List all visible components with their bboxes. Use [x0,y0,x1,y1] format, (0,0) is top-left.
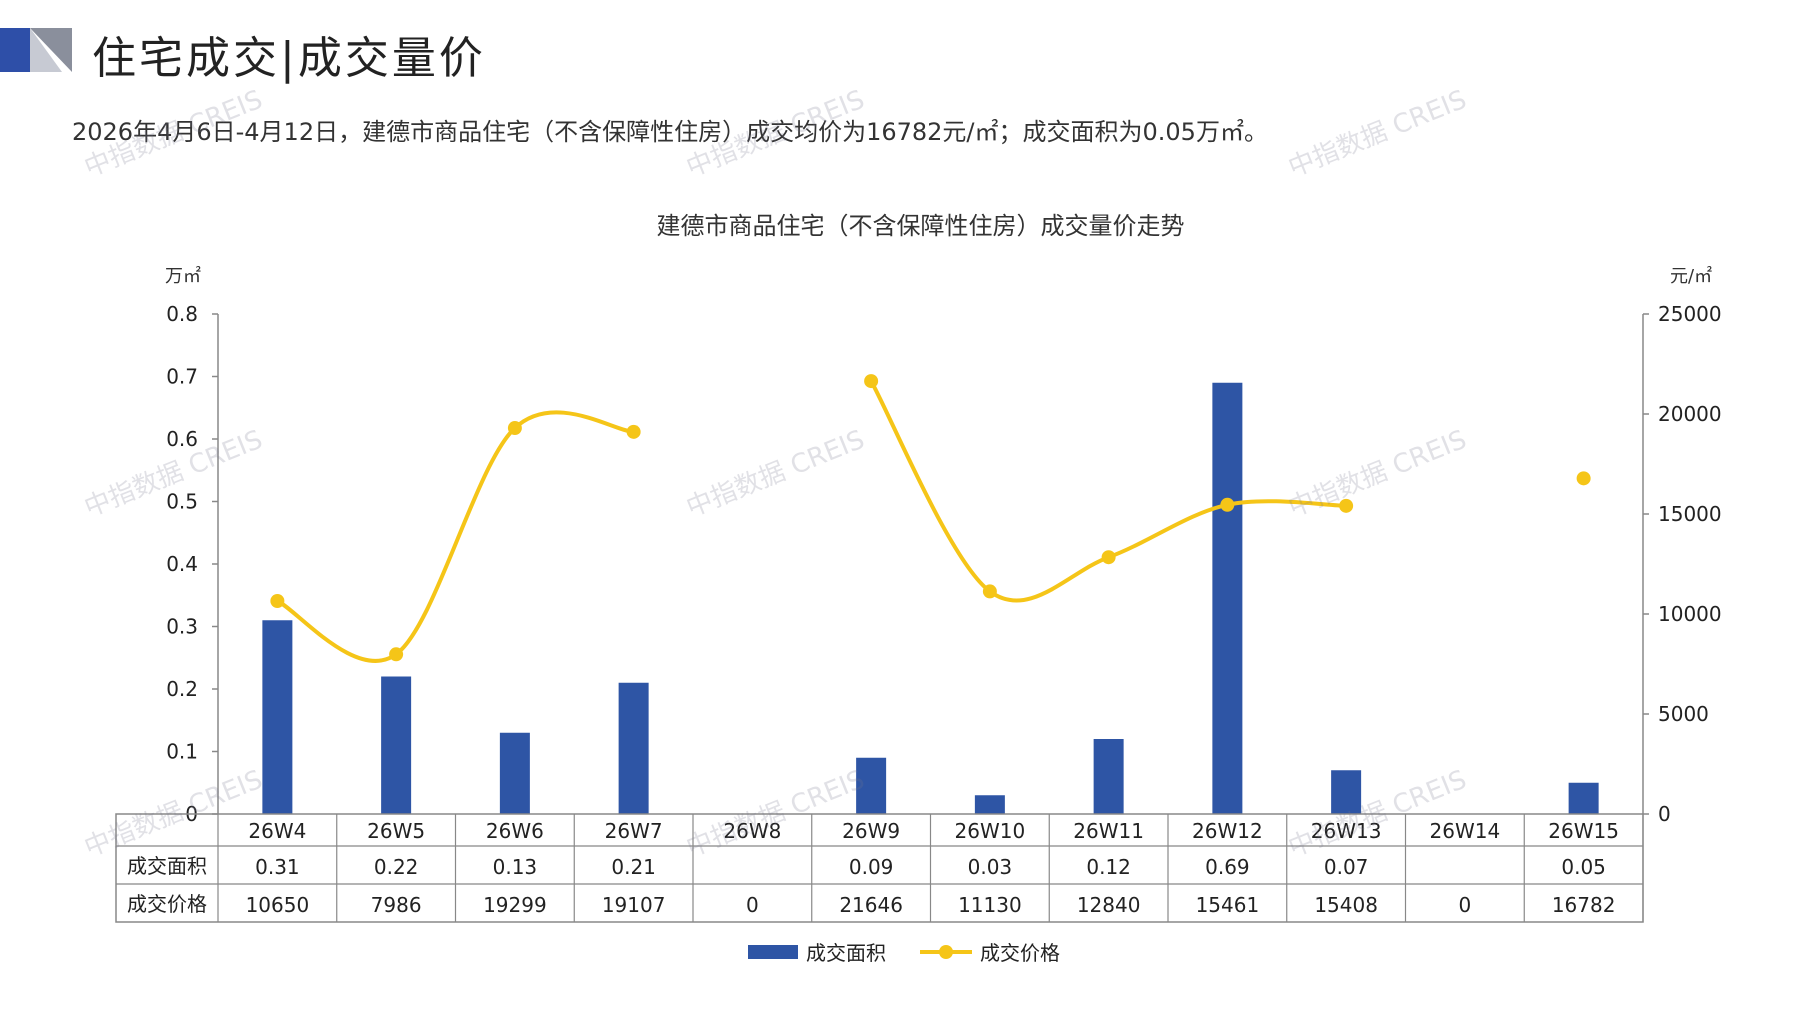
area-value-label: 0.21 [611,855,656,879]
price-point-26W15 [1576,471,1591,486]
price-value-label: 15408 [1314,893,1378,917]
price-point-26W10 [982,584,997,599]
bar-26W9 [856,757,887,814]
y-right-tick-label: 15000 [1658,502,1722,526]
summary-text: 2026年4月6日-4月12日，建德市商品住宅（不含保障性住房）成交均价为167… [72,118,1268,146]
bar-26W11 [1093,739,1124,814]
y-right-tick-label: 0 [1658,802,1671,826]
x-tick-label: 26W4 [248,819,306,843]
y-left-tick-label: 0.3 [166,615,198,639]
area-value-label: 0.69 [1205,855,1250,879]
page-title: 住宅成交|成交量价 [92,33,486,84]
bar-26W15 [1568,782,1599,814]
price-point-26W5 [389,647,404,662]
y-left-tick-label: 0.8 [166,302,198,326]
price-point-26W4 [270,594,285,608]
area-value-label: 0.13 [493,855,538,879]
price-point-26W13 [1339,498,1354,513]
area-value-label: 0.05 [1561,855,1606,879]
y-left-tick-label: 0.7 [166,365,198,389]
legend-label-price: 成交价格 [980,941,1060,965]
legend-label-area: 成交面积 [806,941,886,965]
bar-26W4 [262,620,293,814]
y-right-tick-label: 25000 [1658,302,1722,326]
bar-26W5 [381,676,412,814]
price-point-26W12 [1220,497,1235,512]
y-left-tick-label: 0.2 [166,677,198,701]
y-left-unit: 万㎡ [165,265,201,287]
row-header-area: 成交面积 [127,854,207,878]
y-right-tick-label: 5000 [1658,702,1709,726]
area-value-label: 0.12 [1086,855,1131,879]
price-line [276,410,634,663]
bar-26W13 [1331,770,1362,814]
x-tick-label: 26W13 [1311,819,1382,843]
price-line [869,380,1347,603]
legend-marker-price [939,945,953,959]
x-tick-label: 26W11 [1073,819,1144,843]
y-left-tick-label: 0.4 [166,552,198,576]
y-left-tick-label: 0.5 [166,490,198,514]
x-tick-label: 26W14 [1430,819,1501,843]
y-left-tick-label: 0.6 [166,427,198,451]
x-tick-label: 26W6 [486,819,544,843]
bar-26W12 [1212,382,1243,814]
x-tick-label: 26W7 [605,819,663,843]
bar-26W7 [618,682,649,814]
bar-26W6 [499,732,530,814]
price-point-26W6 [507,421,522,436]
price-value-label: 10650 [246,893,310,917]
price-value-label: 11130 [958,893,1022,917]
y-right-unit: 元/㎡ [1670,265,1712,287]
price-value-label: 19299 [483,893,547,917]
price-point-26W11 [1101,550,1116,565]
area-value-label: 0.07 [1324,855,1369,879]
y-left-tick-label: 0.1 [166,740,198,764]
area-value-label: 0.03 [968,855,1013,879]
price-value-label: 16782 [1552,893,1616,917]
price-value-label: 7986 [371,893,422,917]
x-tick-label: 26W12 [1192,819,1263,843]
price-value-label: 15461 [1196,893,1260,917]
price-value-label: 19107 [602,893,666,917]
area-value-label: 0.22 [374,855,419,879]
legend-swatch-area [748,945,798,959]
bar-26W10 [974,795,1005,814]
area-value-label: 0.31 [255,855,300,879]
x-tick-label: 26W8 [723,819,781,843]
row-header-price: 成交价格 [127,892,207,916]
price-value-label: 12840 [1077,893,1141,917]
x-tick-label: 26W15 [1548,819,1619,843]
price-point-26W7 [626,424,641,439]
price-value-label: 21646 [839,893,903,917]
area-value-label: 0.09 [849,855,894,879]
y-right-tick-label: 10000 [1658,602,1722,626]
y-right-tick-label: 20000 [1658,402,1722,426]
price-value-label: 0 [1459,893,1472,917]
x-tick-label: 26W9 [842,819,900,843]
chart-title: 建德市商品住宅（不含保障性住房）成交量价走势 [657,212,1185,240]
price-value-label: 0 [746,893,759,917]
x-tick-label: 26W5 [367,819,425,843]
price-point-26W9 [864,374,879,389]
x-tick-label: 26W10 [955,819,1026,843]
brand-logo-icon [0,28,72,72]
